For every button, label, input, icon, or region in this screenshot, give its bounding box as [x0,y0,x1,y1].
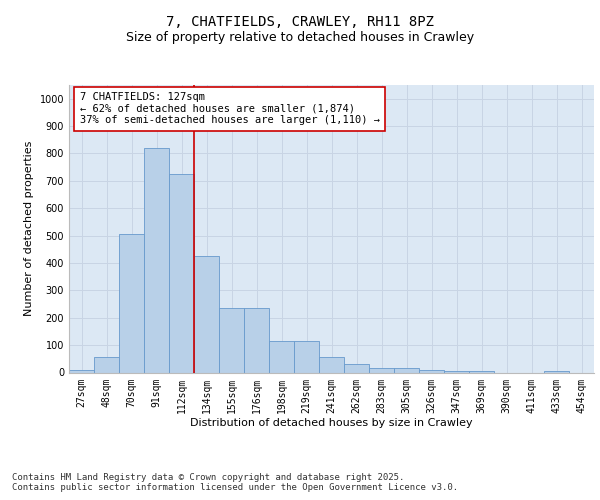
Text: 7, CHATFIELDS, CRAWLEY, RH11 8PZ: 7, CHATFIELDS, CRAWLEY, RH11 8PZ [166,16,434,30]
Y-axis label: Number of detached properties: Number of detached properties [24,141,34,316]
Bar [269,341,294,372]
Text: 7 CHATFIELDS: 127sqm
← 62% of detached houses are smaller (1,874)
37% of semi-de: 7 CHATFIELDS: 127sqm ← 62% of detached h… [79,92,380,126]
Bar [469,371,494,372]
Text: Contains HM Land Registry data © Crown copyright and database right 2025.
Contai: Contains HM Land Registry data © Crown c… [12,473,458,492]
Bar [119,234,144,372]
Bar [94,358,119,372]
Bar [319,358,344,372]
Bar [219,308,244,372]
Bar [294,341,319,372]
Bar [69,370,94,372]
Bar [419,370,444,372]
Bar [344,364,369,372]
Bar [544,371,569,372]
Bar [444,371,469,372]
X-axis label: Distribution of detached houses by size in Crawley: Distribution of detached houses by size … [190,418,473,428]
Bar [244,308,269,372]
Text: Size of property relative to detached houses in Crawley: Size of property relative to detached ho… [126,31,474,44]
Bar [144,148,169,372]
Bar [369,368,394,372]
Bar [194,256,219,372]
Bar [169,174,194,372]
Bar [394,368,419,372]
